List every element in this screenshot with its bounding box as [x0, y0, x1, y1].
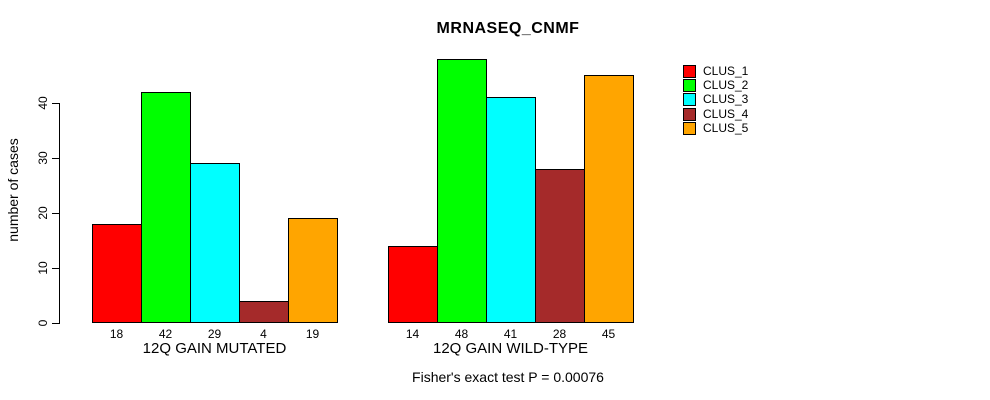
- y-axis-tick-label: 40: [36, 96, 50, 110]
- bar-value-label: 48: [454, 327, 469, 341]
- legend-label: CLUS_2: [703, 78, 749, 93]
- bar-value-label: 19: [305, 327, 320, 341]
- bar-clus_3: [190, 163, 240, 323]
- group-label: 12Q GAIN WILD-TYPE: [432, 340, 589, 357]
- legend-label: CLUS_3: [703, 92, 749, 107]
- y-axis-label: number of cases: [5, 138, 21, 242]
- bar-value-label: 4: [260, 327, 267, 341]
- y-axis-tick-label: 10: [36, 261, 50, 275]
- legend-label: CLUS_4: [703, 106, 749, 121]
- y-axis-tick: [52, 268, 60, 269]
- chart-title: MRNASEQ_CNMF: [436, 20, 580, 37]
- bar-value-label: 45: [601, 327, 616, 341]
- y-axis-tick: [52, 213, 60, 214]
- bar-value-label: 14: [405, 327, 420, 341]
- bar-value-label: 28: [552, 327, 567, 341]
- legend-swatch-clus_5: [683, 121, 696, 135]
- y-axis-tick: [52, 158, 60, 159]
- bar-value-label: 18: [109, 327, 124, 341]
- legend-label: CLUS_5: [703, 120, 749, 135]
- bar-clus_1: [388, 246, 438, 323]
- bar-clus_1: [92, 224, 142, 323]
- bar-value-label: 41: [503, 327, 518, 341]
- bar-clus_5: [584, 75, 634, 323]
- bar-clus_3: [486, 97, 536, 323]
- y-axis-tick: [52, 323, 60, 324]
- fisher-test-annotation: Fisher's exact test P = 0.00076: [412, 369, 604, 385]
- legend-swatch-clus_2: [683, 79, 696, 93]
- y-axis-tick-label: 0: [36, 319, 50, 327]
- legend-swatch-clus_3: [683, 93, 696, 107]
- legend-swatch-clus_1: [683, 65, 696, 78]
- bar-clus_4: [239, 301, 289, 323]
- bar-clus_4: [535, 169, 585, 323]
- bar-value-label: 42: [158, 327, 173, 341]
- bar-clus_5: [288, 218, 338, 323]
- y-axis-tick-label: 30: [36, 151, 50, 165]
- bar-clus_2: [141, 92, 191, 323]
- bar-value-label: 29: [207, 327, 222, 341]
- legend-label: CLUS_1: [703, 64, 749, 78]
- y-axis-tick: [52, 103, 60, 104]
- y-axis-tick-label: 20: [36, 206, 50, 220]
- group-label: 12Q GAIN MUTATED: [142, 340, 287, 357]
- bar-clus_2: [437, 59, 487, 323]
- legend-swatch-clus_4: [683, 107, 696, 121]
